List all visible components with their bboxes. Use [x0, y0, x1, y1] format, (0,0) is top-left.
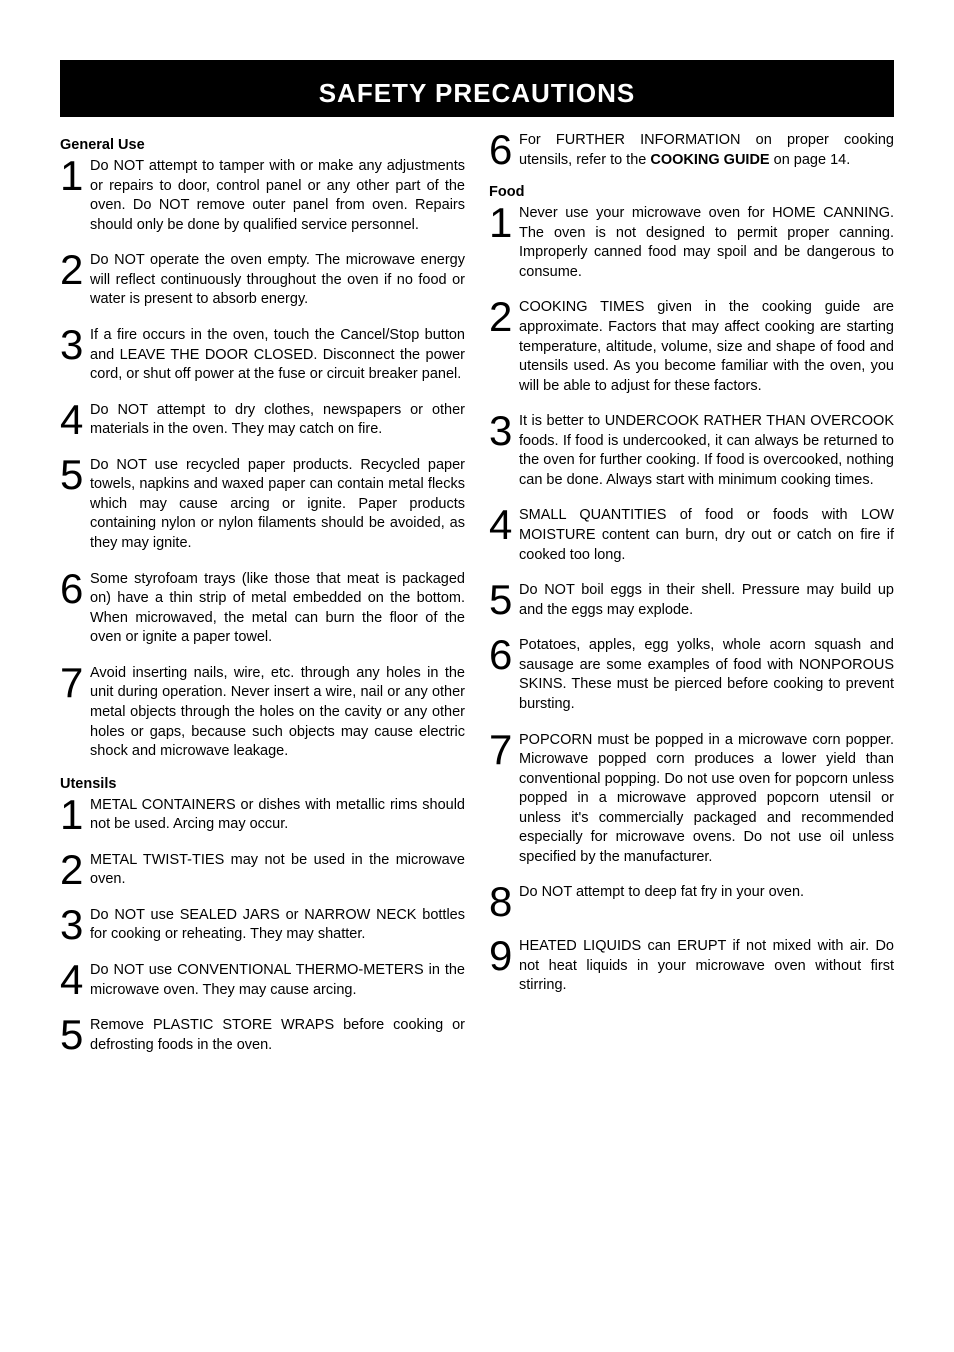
list-item: 5Do NOT boil eggs in their shell. Pressu…: [489, 579, 894, 620]
item-text: Do NOT use SEALED JARS or NARROW NECK bo…: [90, 906, 465, 945]
title-bar: SAFETY PRECAUTIONS: [60, 60, 894, 117]
item-text: Some styrofoam trays (like those that me…: [90, 570, 465, 648]
item-number: 2: [489, 298, 519, 336]
item-text: SMALL QUANTITIES of food or foods with L…: [519, 506, 894, 565]
item-number: 5: [489, 581, 519, 619]
list-item: 9HEATED LIQUIDS can ERUPT if not mixed w…: [489, 935, 894, 996]
section-heading: General Use: [60, 137, 465, 153]
item-number: 9: [489, 937, 519, 975]
item-number: 1: [60, 157, 90, 195]
left-column: General Use 1Do NOT attempt to tamper wi…: [60, 129, 465, 1069]
item-text: METAL TWIST-TIES may not be used in the …: [90, 851, 465, 890]
item-number: 4: [60, 401, 90, 439]
item-number: 1: [489, 204, 519, 242]
item-text: Do NOT attempt to deep fat fry in your o…: [519, 883, 804, 903]
item-number: 5: [60, 456, 90, 494]
list-item: 2Do NOT operate the oven empty. The micr…: [60, 249, 465, 310]
item-text: HEATED LIQUIDS can ERUPT if not mixed wi…: [519, 937, 894, 996]
page-title: SAFETY PRECAUTIONS: [319, 78, 636, 109]
item-text: POPCORN must be popped in a microwave co…: [519, 731, 894, 868]
item-text: If a fire occurs in the oven, touch the …: [90, 326, 465, 385]
item-number: 8: [489, 883, 519, 921]
item-text: Avoid inserting nails, wire, etc. throug…: [90, 664, 465, 762]
list-item: 4SMALL QUANTITIES of food or foods with …: [489, 504, 894, 565]
columns: General Use 1Do NOT attempt to tamper wi…: [60, 129, 894, 1069]
item-number: 1: [60, 796, 90, 834]
item-number: 3: [60, 326, 90, 364]
item-text: Do NOT use CONVENTIONAL THERMO-METERS in…: [90, 961, 465, 1000]
list-item: 5Do NOT use recycled paper products. Rec…: [60, 454, 465, 554]
list-item: 1Never use your microwave oven for HOME …: [489, 202, 894, 282]
item-number: 6: [60, 570, 90, 608]
list-item: 7POPCORN must be popped in a microwave c…: [489, 729, 894, 868]
list-item: 6Potatoes, apples, egg yolks, whole acor…: [489, 634, 894, 714]
item-text: Do NOT boil eggs in their shell. Pressur…: [519, 581, 894, 620]
item-text: It is better to UNDERCOOK RATHER THAN OV…: [519, 412, 894, 490]
item-text-bold: COOKING GUIDE: [650, 152, 769, 168]
item-number: 7: [60, 664, 90, 702]
item-text: COOKING TIMES given in the cooking guide…: [519, 298, 894, 396]
list-item: 1METAL CONTAINERS or dishes with metalli…: [60, 794, 465, 835]
item-number: 4: [60, 961, 90, 999]
item-text: Do NOT use recycled paper products. Recy…: [90, 456, 465, 554]
item-number: 3: [60, 906, 90, 944]
list-item: 1Do NOT attempt to tamper with or make a…: [60, 155, 465, 235]
item-text: Do NOT attempt to dry clothes, newspaper…: [90, 401, 465, 440]
item-number: 6: [489, 636, 519, 674]
item-number: 2: [60, 251, 90, 289]
item-text-post: on page 14.: [770, 152, 851, 168]
list-item: 6 For FURTHER INFORMATION on proper cook…: [489, 129, 894, 170]
list-item: 4Do NOT use CONVENTIONAL THERMO-METERS i…: [60, 959, 465, 1000]
list-item: 8Do NOT attempt to deep fat fry in your …: [489, 881, 894, 921]
section-heading: Utensils: [60, 776, 465, 792]
right-column: 6 For FURTHER INFORMATION on proper cook…: [489, 129, 894, 1069]
item-text: Do NOT operate the oven empty. The micro…: [90, 251, 465, 310]
item-text: METAL CONTAINERS or dishes with metallic…: [90, 796, 465, 835]
item-number: 7: [489, 731, 519, 769]
list-item: 3Do NOT use SEALED JARS or NARROW NECK b…: [60, 904, 465, 945]
item-number: 4: [489, 506, 519, 544]
list-item: 2METAL TWIST-TIES may not be used in the…: [60, 849, 465, 890]
list-item: 4Do NOT attempt to dry clothes, newspape…: [60, 399, 465, 440]
page-root: SAFETY PRECAUTIONS General Use 1Do NOT a…: [0, 0, 954, 1109]
list-item: 7Avoid inserting nails, wire, etc. throu…: [60, 662, 465, 762]
item-number: 5: [60, 1016, 90, 1054]
list-item: 3If a fire occurs in the oven, touch the…: [60, 324, 465, 385]
item-number: 3: [489, 412, 519, 450]
list-item: 3It is better to UNDERCOOK RATHER THAN O…: [489, 410, 894, 490]
item-text: Never use your microwave oven for HOME C…: [519, 204, 894, 282]
item-text: Do NOT attempt to tamper with or make an…: [90, 157, 465, 235]
list-item: 2COOKING TIMES given in the cooking guid…: [489, 296, 894, 396]
section-heading: Food: [489, 184, 894, 200]
list-item: 6Some styrofoam trays (like those that m…: [60, 568, 465, 648]
item-text: Potatoes, apples, egg yolks, whole acorn…: [519, 636, 894, 714]
item-number: 6: [489, 131, 519, 169]
list-item: 5Remove PLASTIC STORE WRAPS before cooki…: [60, 1014, 465, 1055]
item-text: For FURTHER INFORMATION on proper cookin…: [519, 131, 894, 170]
item-number: 2: [60, 851, 90, 889]
item-text: Remove PLASTIC STORE WRAPS before cookin…: [90, 1016, 465, 1055]
